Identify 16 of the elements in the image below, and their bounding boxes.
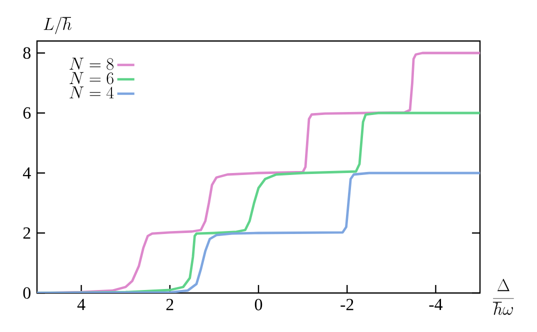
y-tick-label: 6 — [23, 107, 31, 119]
y-tick-label: 4 — [22, 167, 31, 179]
legend-label: $N = 8$ — [70, 58, 114, 70]
y-axis-title: $L/\hbar$ — [44, 16, 72, 34]
x-tick-label: -4 — [429, 298, 443, 310]
x-tick-label: -2 — [340, 298, 354, 310]
x-tick-label: 0 — [254, 298, 262, 310]
legend-label: $N = 4$ — [70, 86, 114, 98]
y-tick-label: 0 — [23, 287, 30, 299]
legend-label: $N = 6$ — [70, 72, 114, 84]
y-tick-label: 2 — [23, 227, 30, 239]
line-series — [36, 172, 480, 293]
x-axis-title: $\frac{\Delta}{\hbar\omega}$ — [492, 278, 514, 315]
x-tick-label: 2 — [166, 298, 174, 310]
x-tick-label: 4 — [77, 298, 86, 310]
y-tick-label: 8 — [23, 47, 30, 59]
